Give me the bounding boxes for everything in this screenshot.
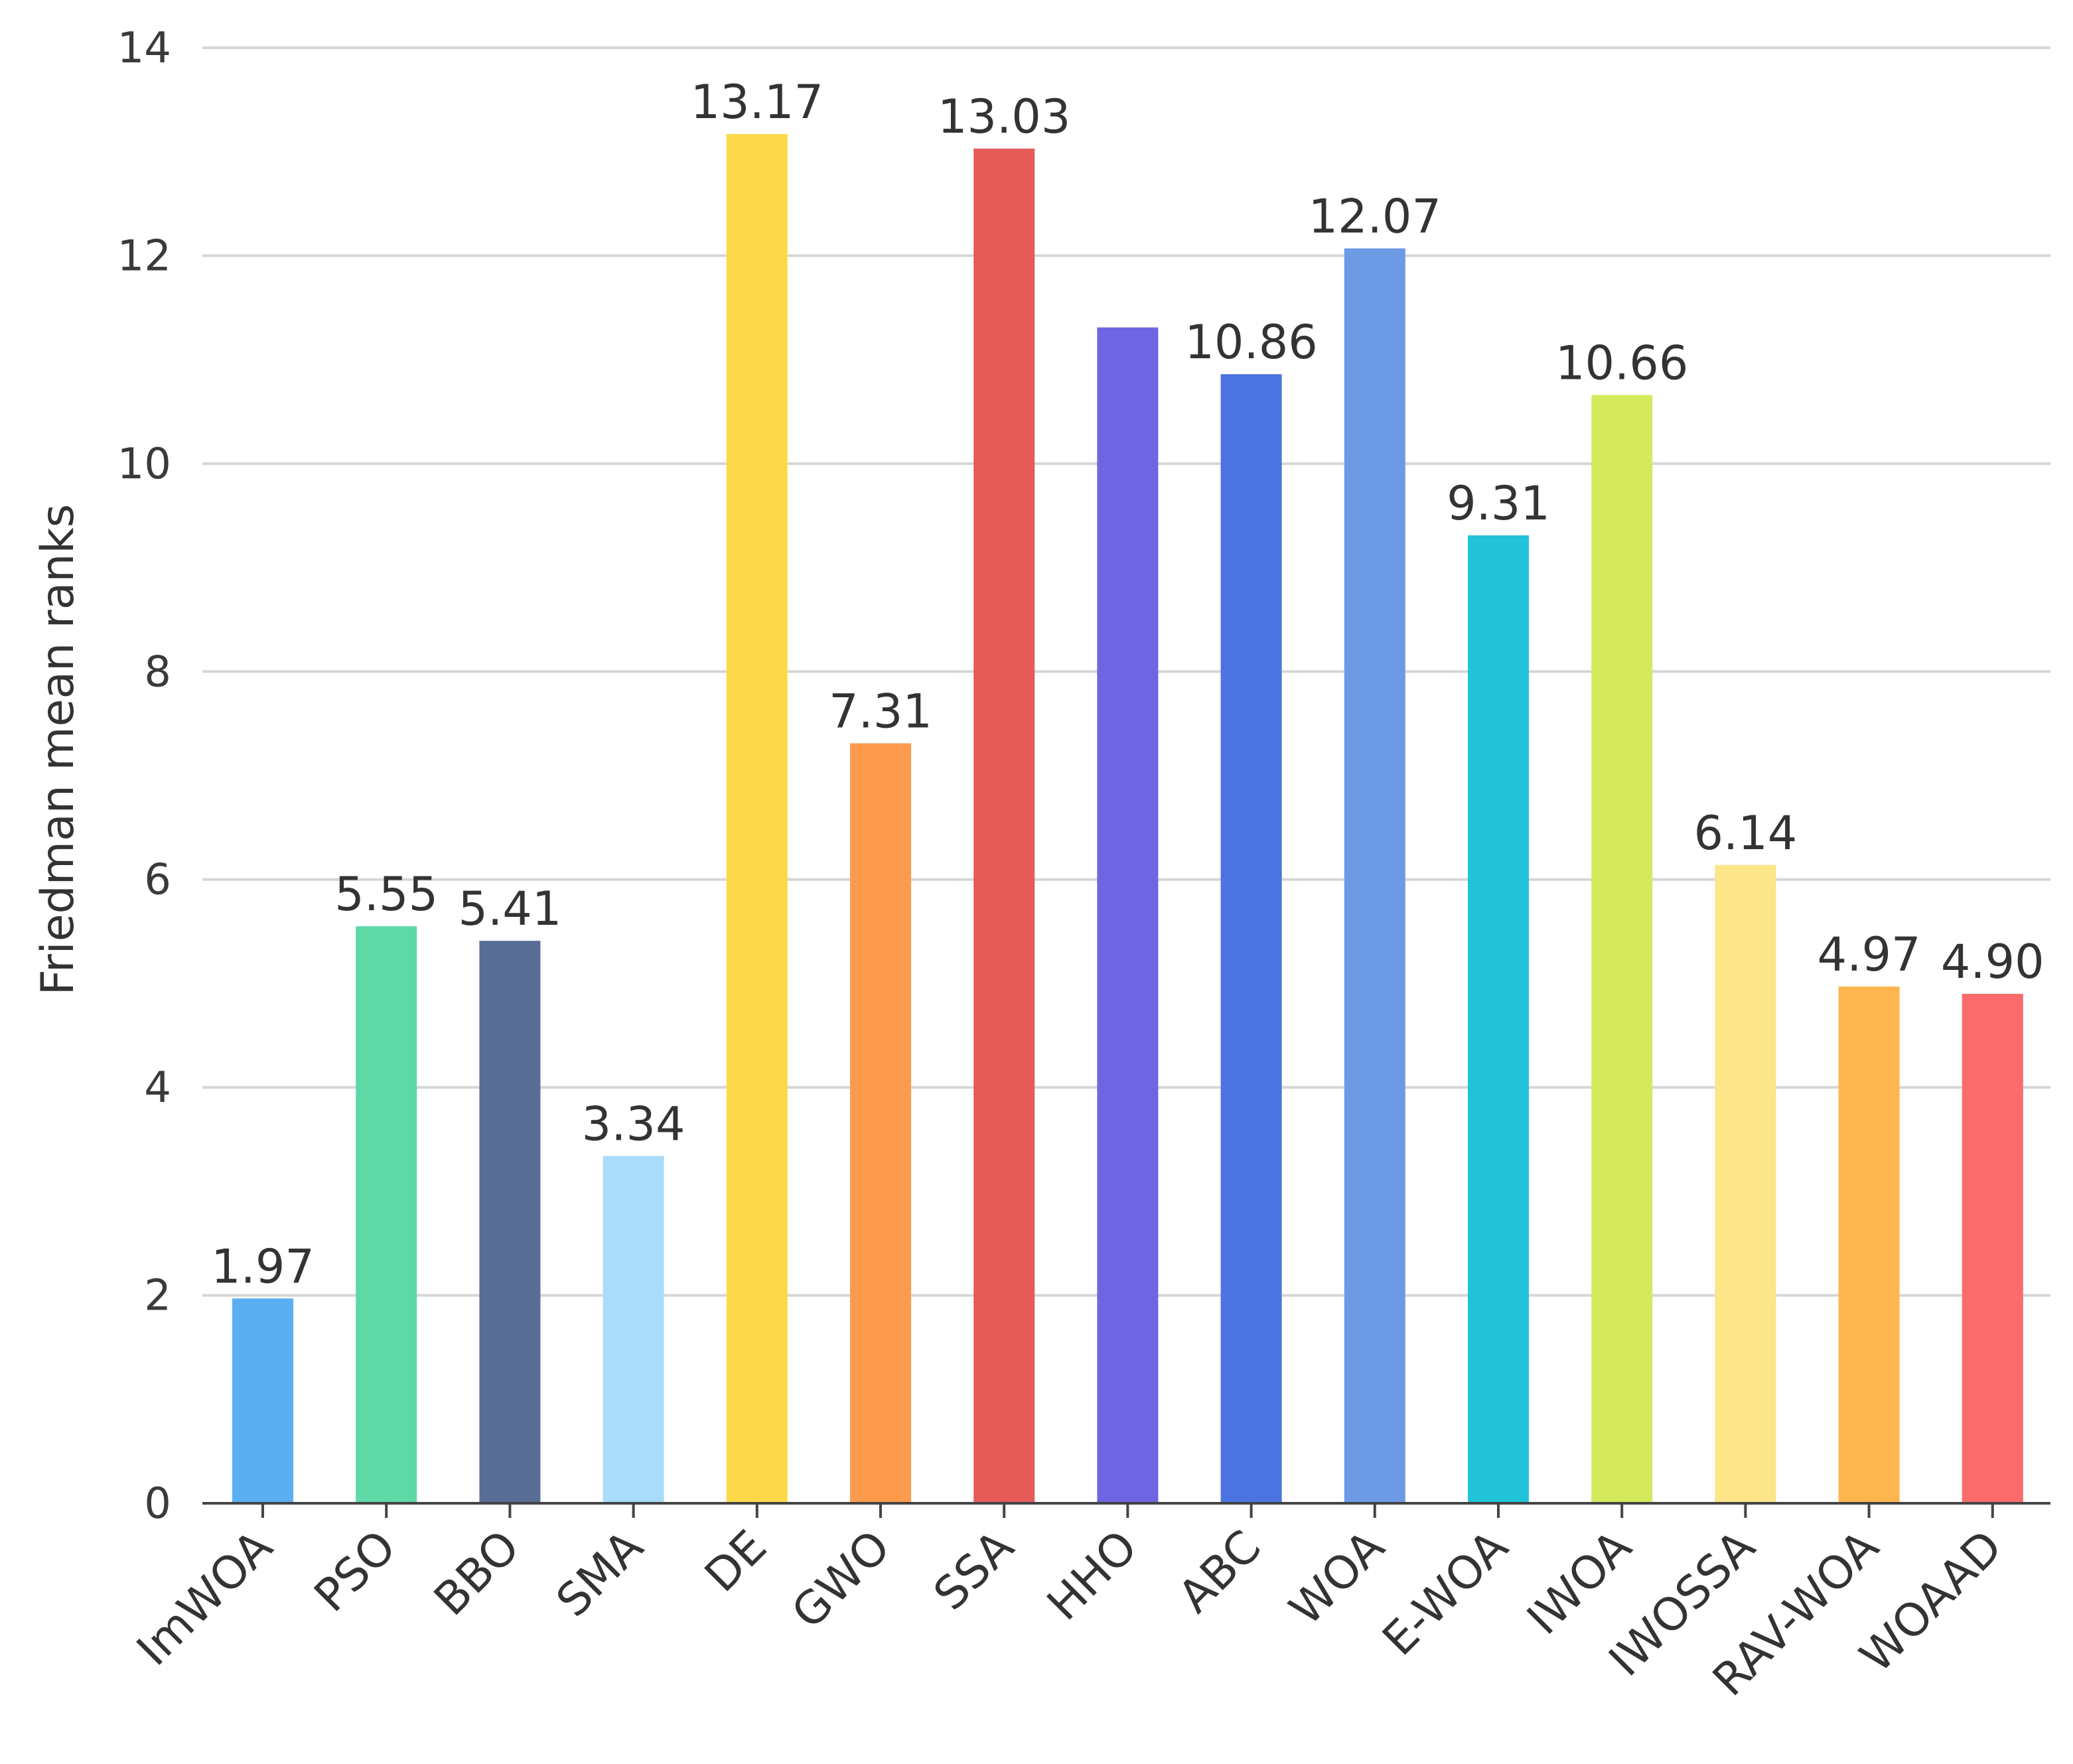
data-label-imwoa: 1.97 — [211, 1239, 315, 1294]
y-tick-label: 12 — [117, 232, 171, 281]
bar-e-woa — [1468, 535, 1529, 1503]
y-tick-label: 4 — [144, 1063, 171, 1113]
data-label-de: 13.17 — [691, 75, 823, 129]
data-label-rav-woa: 4.97 — [1818, 927, 1921, 982]
data-labels: 1.97 5.55 5.41 3.34 13.17 7.31 13.03 10.86 12.07… — [211, 75, 2044, 1294]
bar-iwossa — [1715, 864, 1776, 1503]
data-label-iwoa: 10.66 — [1555, 336, 1688, 390]
x-tick-label-gwo: GWO — [782, 1521, 901, 1639]
data-label-gwo: 7.31 — [829, 684, 932, 738]
data-label-woaad: 4.90 — [1941, 935, 2044, 989]
bar-ssa — [973, 149, 1035, 1504]
x-tick-label-ssa: SSA — [924, 1521, 1025, 1621]
y-tick-label: 0 — [144, 1479, 171, 1528]
bar-pso — [356, 926, 417, 1503]
x-tick-label-pso: PSO — [305, 1521, 406, 1622]
data-label-sma: 3.34 — [582, 1097, 685, 1152]
bar-woaad — [1962, 994, 2023, 1503]
x-tick-label-hho: HHO — [1037, 1521, 1147, 1631]
bar-bbo — [479, 941, 541, 1503]
y-tick-label: 10 — [117, 440, 171, 489]
x-tick-label-abc: ABC — [1169, 1521, 1271, 1623]
bar-rav-woa — [1838, 986, 1900, 1503]
bar-gwo — [850, 743, 911, 1503]
x-tick-label-imwoa: ImWOA — [127, 1521, 283, 1676]
x-tick-label-de: DE — [695, 1521, 777, 1602]
bar-iwoa — [1591, 395, 1653, 1503]
x-tick-label-bbo: BBO — [425, 1521, 530, 1626]
bar-sma — [603, 1156, 664, 1503]
y-tick-label: 8 — [144, 647, 171, 697]
data-label-iwossa: 6.14 — [1693, 806, 1797, 860]
x-tick-label-sma: SMA — [547, 1521, 654, 1627]
x-tick-label-woa: WOA — [1280, 1521, 1395, 1635]
bar-woa — [1344, 248, 1405, 1504]
y-tick-label: 2 — [144, 1272, 171, 1321]
y-tick-label: 14 — [117, 24, 171, 73]
data-label-ssa: 13.03 — [938, 90, 1070, 144]
y-axis-title: Friedman mean ranks — [32, 504, 84, 996]
data-label-abc: 10.86 — [1184, 315, 1317, 370]
bars — [232, 134, 2023, 1504]
bar-hho — [1097, 327, 1159, 1504]
y-tick-label: 6 — [144, 856, 171, 905]
bar-imwoa — [232, 1298, 293, 1503]
data-label-bbo: 5.41 — [458, 882, 561, 936]
data-label-e-woa: 9.31 — [1447, 476, 1550, 531]
data-label-woa: 12.07 — [1309, 189, 1441, 243]
x-tick-label-e-woa: E-WOA — [1373, 1521, 1518, 1666]
data-label-pso: 5.55 — [334, 867, 438, 921]
bar-de — [726, 134, 788, 1504]
bar-abc — [1220, 374, 1282, 1503]
